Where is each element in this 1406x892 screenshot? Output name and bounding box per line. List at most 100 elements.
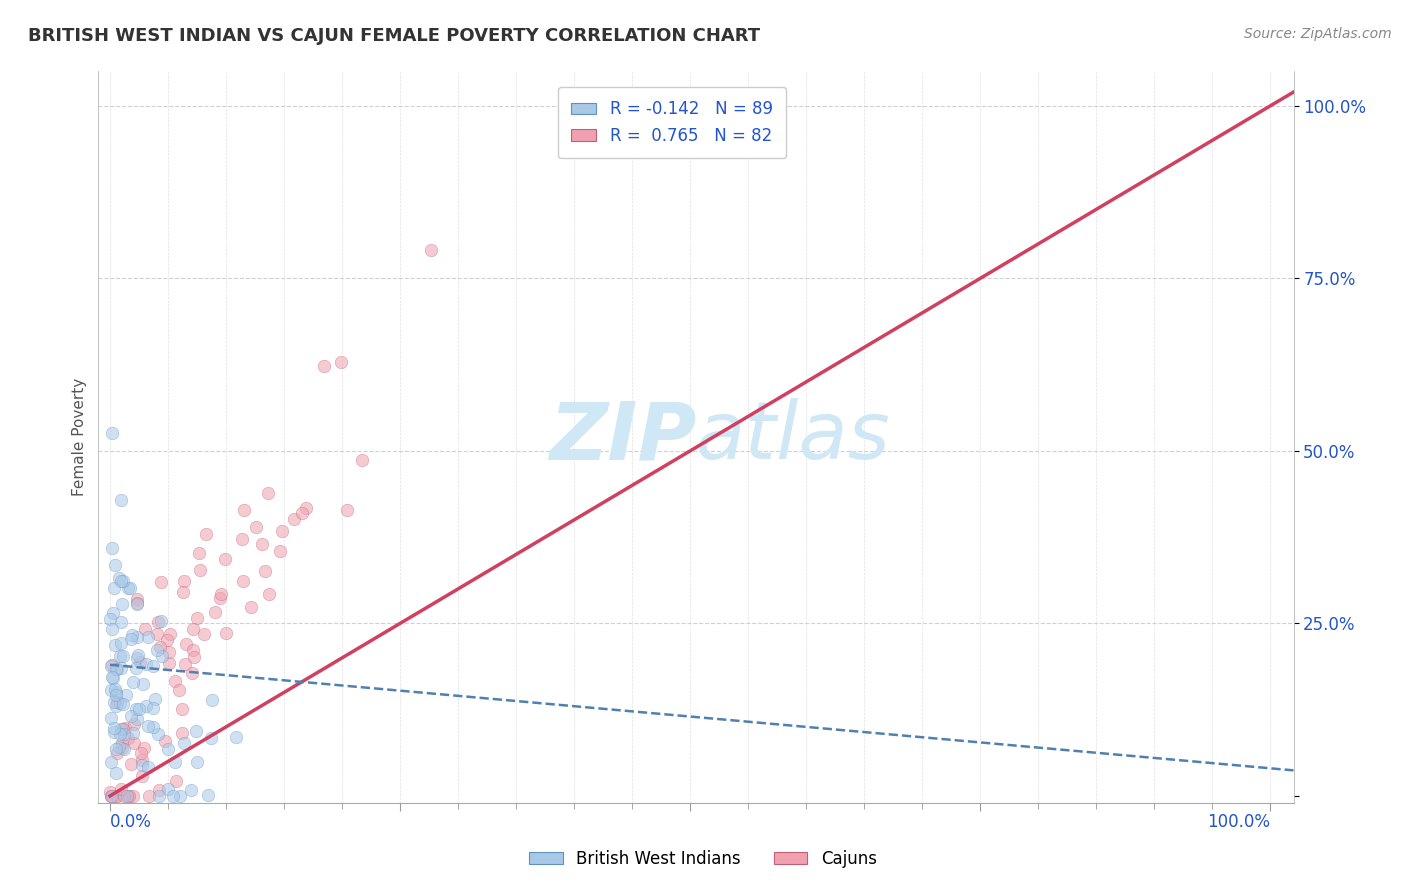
Point (108, 649, 131, 664)
Point (146, 626, 169, 640)
Point (295, 500, 318, 515)
Point (103, 581, 125, 595)
Point (194, 527, 217, 541)
Text: 100.0%: 100.0% (1208, 814, 1270, 831)
Point (186, 611, 208, 625)
Point (125, 661, 148, 675)
Point (134, 622, 156, 636)
Point (420, 243, 443, 257)
Point (125, 596, 148, 610)
Point (170, 726, 193, 740)
Point (120, 632, 142, 647)
Point (103, 695, 125, 709)
Text: ZIP: ZIP (548, 398, 696, 476)
Point (329, 354, 352, 368)
Point (101, 541, 124, 555)
Text: 0.0%: 0.0% (110, 814, 152, 831)
Point (174, 637, 197, 651)
Point (104, 699, 127, 714)
Point (101, 622, 124, 636)
Point (211, 586, 233, 600)
Point (149, 640, 172, 655)
Point (118, 789, 141, 803)
Point (172, 585, 194, 599)
Point (124, 736, 146, 750)
Point (100, 658, 122, 673)
Point (118, 789, 141, 803)
Point (250, 537, 273, 551)
Point (125, 712, 148, 726)
Point (146, 642, 169, 657)
Point (110, 636, 132, 650)
Point (103, 725, 125, 739)
Point (197, 788, 219, 802)
Point (214, 552, 236, 566)
Point (110, 493, 132, 508)
Point (129, 655, 152, 669)
Point (173, 736, 195, 750)
Text: BRITISH WEST INDIAN VS CAJUN FEMALE POVERTY CORRELATION CHART: BRITISH WEST INDIAN VS CAJUN FEMALE POVE… (28, 27, 761, 45)
Point (165, 755, 187, 769)
Point (110, 781, 132, 796)
Point (111, 697, 134, 711)
Point (314, 359, 336, 374)
Point (239, 600, 262, 615)
Point (180, 782, 202, 797)
Point (121, 628, 143, 642)
Point (259, 587, 281, 601)
Point (245, 520, 267, 534)
Point (163, 673, 186, 688)
Point (101, 607, 124, 621)
Point (336, 503, 359, 517)
Point (100, 683, 122, 698)
Point (100, 789, 122, 803)
Point (104, 558, 127, 573)
Point (173, 574, 195, 588)
Point (105, 684, 128, 698)
Point (138, 789, 160, 803)
Point (111, 574, 134, 588)
Point (350, 453, 373, 467)
Point (257, 486, 280, 500)
Point (157, 782, 180, 797)
Point (136, 760, 159, 774)
Point (108, 727, 131, 741)
Legend: British West Indians, Cajuns: British West Indians, Cajuns (523, 844, 883, 875)
Point (101, 670, 124, 684)
Point (269, 544, 291, 558)
Point (117, 581, 139, 595)
Point (169, 789, 191, 803)
Point (135, 698, 157, 713)
Point (104, 638, 127, 652)
Point (127, 592, 149, 607)
Point (104, 662, 127, 676)
Legend: R = -0.142   N = 89, R =  0.765   N = 82: R = -0.142 N = 89, R = 0.765 N = 82 (558, 87, 786, 158)
Point (215, 626, 238, 640)
Point (107, 789, 129, 803)
Point (155, 734, 177, 748)
Point (125, 630, 148, 644)
Point (131, 769, 153, 783)
Point (132, 740, 155, 755)
Point (132, 677, 155, 691)
Point (122, 717, 145, 731)
Point (181, 666, 204, 681)
Point (100, 658, 122, 673)
Point (172, 702, 194, 716)
Point (146, 727, 169, 741)
Point (127, 651, 149, 665)
Point (114, 721, 136, 735)
Point (131, 753, 153, 767)
Point (103, 721, 125, 735)
Point (162, 789, 184, 803)
Point (148, 615, 170, 629)
Point (105, 662, 128, 676)
Point (148, 789, 170, 803)
Point (209, 591, 232, 605)
Point (118, 581, 141, 595)
Point (157, 657, 180, 671)
Point (128, 702, 150, 716)
Point (181, 622, 204, 636)
Point (104, 765, 127, 780)
Point (110, 661, 132, 675)
